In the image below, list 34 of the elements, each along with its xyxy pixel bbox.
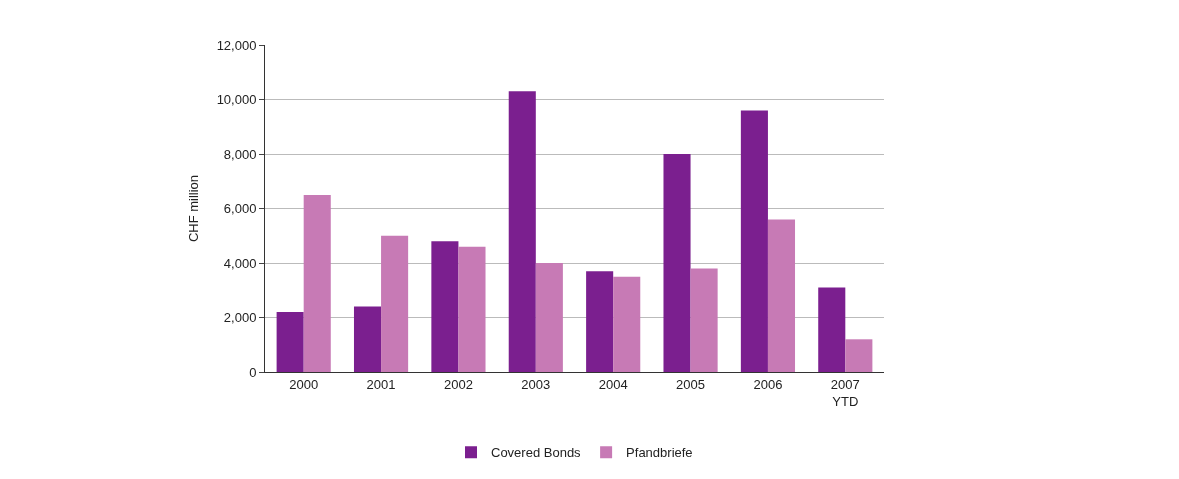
bar (535, 263, 563, 372)
y-tick-label: 8,000 (223, 146, 257, 162)
y-axis-title: CHF million (185, 174, 201, 243)
x-tick-label: 2000 (289, 376, 319, 392)
y-tick-label: 0 (249, 364, 257, 380)
bar (303, 194, 331, 372)
bar (431, 241, 459, 372)
bar (508, 91, 536, 372)
bar (458, 246, 486, 372)
x-tick-label: 2003 (521, 376, 551, 392)
x-tick-label: 2006 (753, 376, 783, 392)
bar (613, 276, 641, 372)
y-tick-label: 6,000 (223, 201, 257, 217)
x-tick-label: 2002 (443, 376, 473, 392)
legend-label: Covered Bonds (491, 445, 582, 461)
bar (818, 287, 846, 372)
bar (353, 306, 382, 372)
legend-label: Pfandbriefe (626, 445, 693, 461)
bar (586, 271, 614, 372)
bar (663, 154, 691, 372)
y-tick-label: 10,000 (216, 92, 257, 108)
bar (767, 219, 796, 372)
bar (690, 268, 718, 372)
bar (381, 235, 409, 372)
y-tick-label: 12,000 (216, 37, 257, 53)
x-tick-label: 2007 YTD (830, 376, 860, 409)
y-tick-label: 2,000 (223, 310, 257, 326)
bar (276, 312, 304, 372)
bar (845, 339, 873, 372)
bar (740, 110, 768, 372)
x-tick-label: 2001 (366, 376, 396, 392)
y-tick-label: 4,000 (223, 255, 257, 271)
x-tick-label: 2004 (598, 376, 628, 392)
x-tick-label: 2005 (676, 376, 706, 392)
